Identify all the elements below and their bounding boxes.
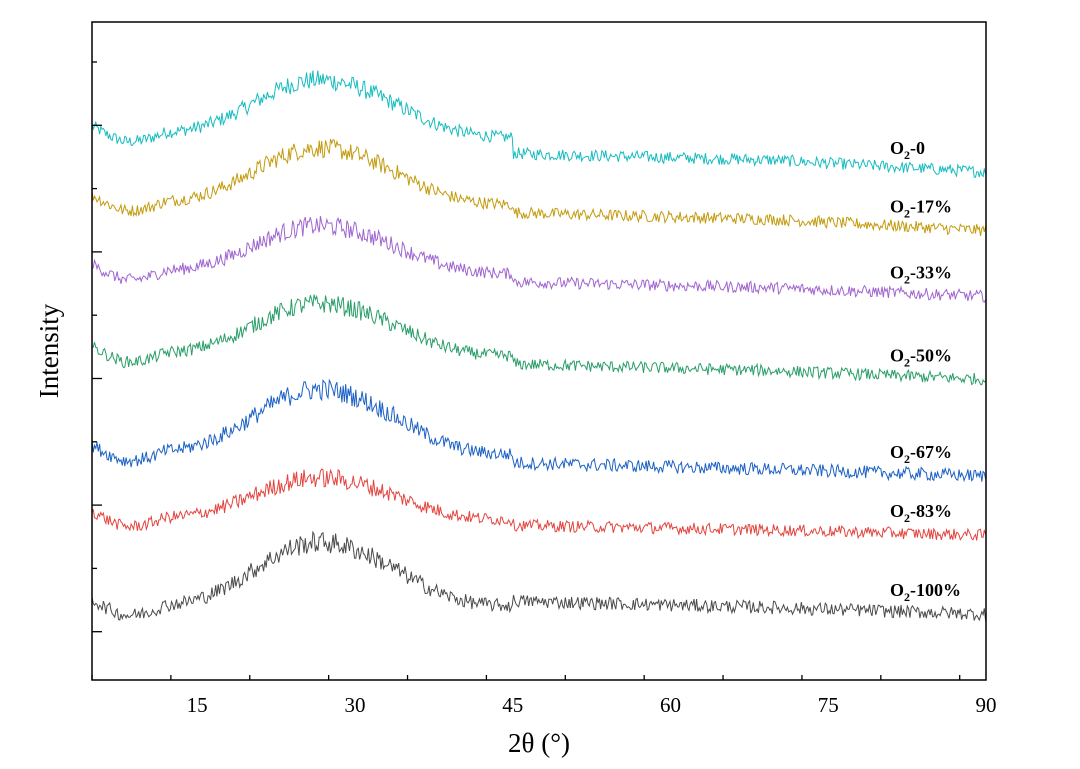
series-label: O2-0 (890, 138, 925, 162)
series-label: O2-17% (890, 197, 952, 221)
series-label: O2-67% (890, 442, 952, 466)
series-line-o2-50- (91, 294, 986, 386)
series-label: O2-33% (890, 262, 952, 286)
series-label: O2-50% (890, 345, 952, 369)
y-axis-ticks (92, 61, 102, 633)
x-tick-label: 30 (344, 693, 365, 717)
series-line-o2-0 (91, 70, 987, 178)
x-tick-label: 75 (818, 693, 839, 717)
x-tick-label: 60 (660, 693, 681, 717)
x-tick-label: 90 (976, 693, 997, 717)
series-line-o2-17- (91, 138, 987, 236)
series-labels: O2-0 O2-17% O2-33% O2-50% O2-67% O2-83% O2-100… (890, 138, 961, 604)
series-line-o2-67- (91, 378, 987, 483)
series-line-o2-83- (91, 468, 987, 541)
series-line-o2-100- (91, 530, 987, 622)
series-layer (91, 70, 987, 622)
x-tick-label: 45 (502, 693, 523, 717)
x-axis-ticks: 15 30 45 60 75 90 (91, 675, 997, 717)
plot-frame (91, 21, 987, 681)
y-axis-title: Intensity (34, 303, 64, 398)
x-tick-label: 15 (187, 693, 208, 717)
series-label: O2-83% (890, 501, 952, 525)
series-label: O2-100% (890, 580, 961, 604)
x-axis-title: 2θ (°) (508, 728, 570, 758)
series-line-o2-33- (91, 215, 987, 303)
